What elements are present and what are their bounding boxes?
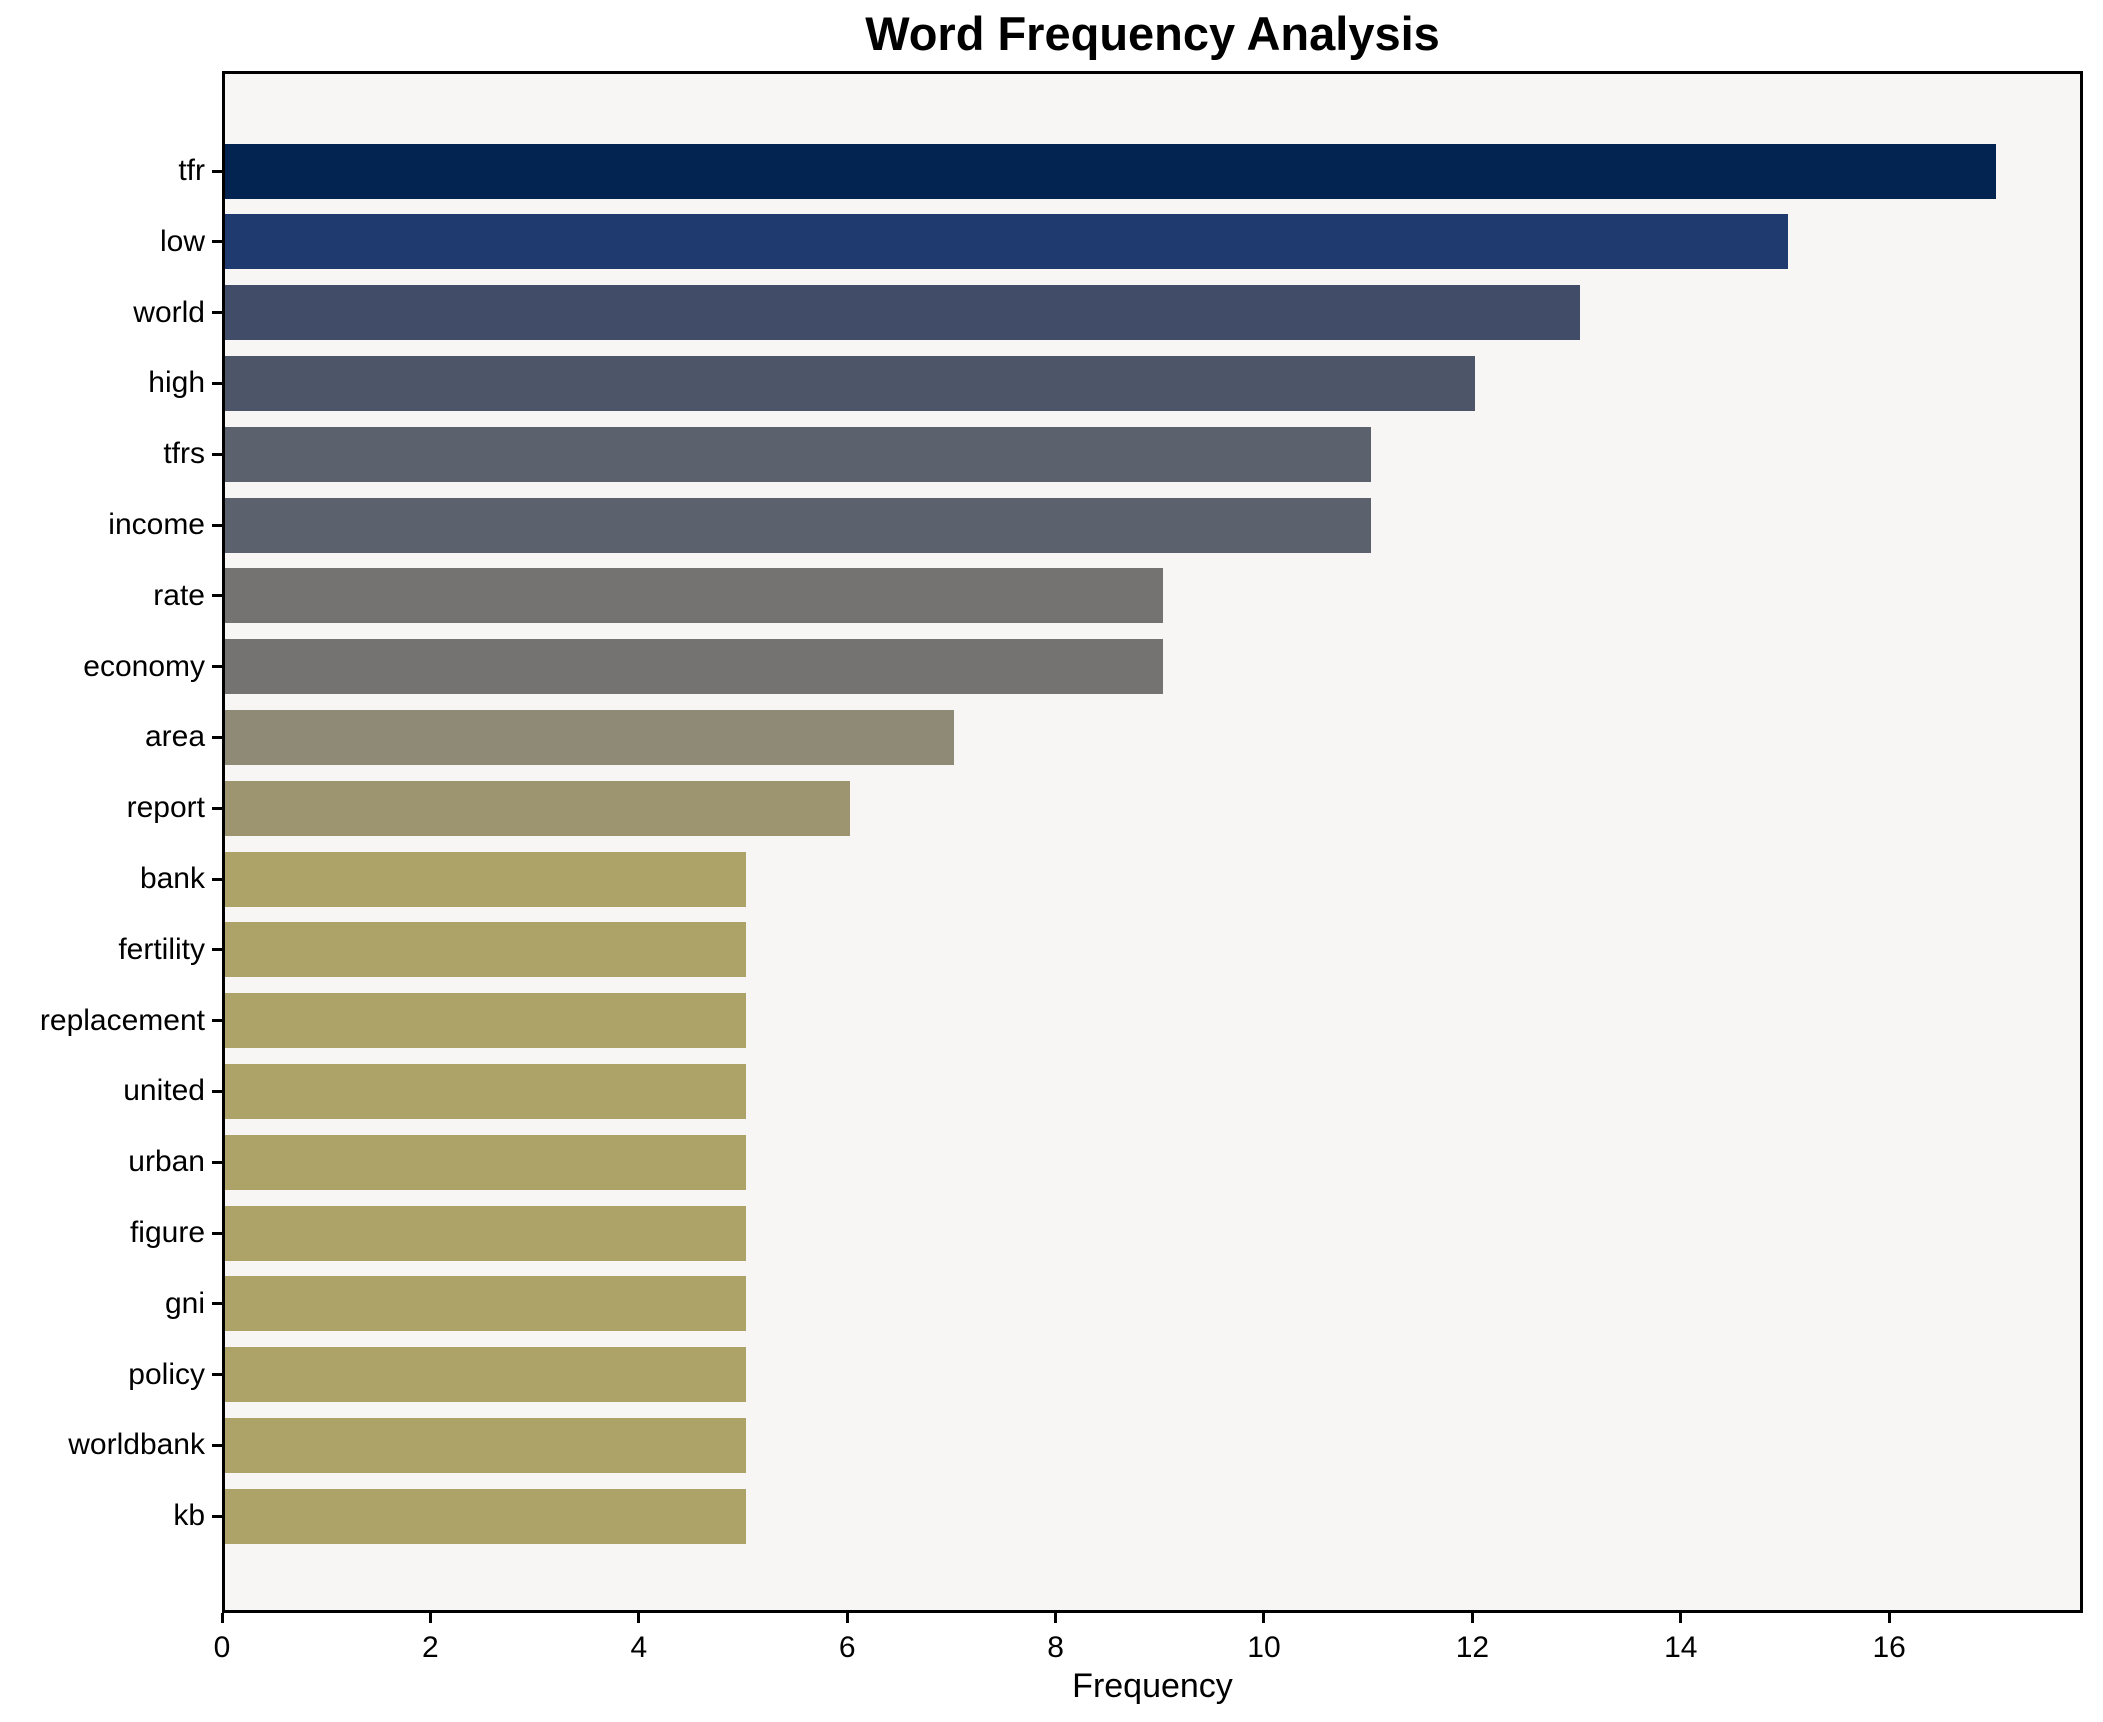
bar-world: [225, 285, 1580, 341]
y-tick-mark: [212, 1160, 222, 1164]
bar-bank: [225, 851, 746, 907]
y-tick-label-tfr: tfr: [178, 154, 205, 187]
y-tick-mark: [212, 1373, 222, 1377]
y-tick-mark: [212, 523, 222, 527]
x-tick-mark: [428, 1613, 432, 1623]
y-tick-label-gni: gni: [164, 1286, 205, 1320]
y-tick-label-low: low: [159, 224, 205, 258]
bar-area: [225, 709, 954, 765]
y-tick-mark: [212, 169, 222, 173]
bar-gni: [225, 1276, 746, 1332]
y-tick-label-income: income: [108, 508, 205, 541]
y-tick-label-policy: policy: [128, 1357, 205, 1391]
bar-tfr: [225, 143, 1996, 199]
bar-report: [225, 780, 850, 836]
x-tick-mark: [1054, 1613, 1058, 1623]
y-tick-label-rate: rate: [153, 578, 205, 612]
y-tick-mark: [212, 665, 222, 669]
y-tick-label-area: area: [144, 720, 205, 754]
x-tick-label-16: 16: [1872, 1631, 1906, 1664]
y-tick-label-kb: kb: [173, 1499, 205, 1533]
y-tick-label-world: world: [133, 295, 205, 329]
x-tick-mark: [637, 1613, 641, 1623]
y-tick-mark: [212, 1089, 222, 1093]
bar-urban: [225, 1134, 746, 1190]
x-tick-mark: [1887, 1613, 1891, 1623]
y-tick-mark: [212, 948, 222, 952]
y-tick-mark: [212, 240, 222, 244]
x-tick-mark: [1262, 1613, 1266, 1623]
y-tick-label-high: high: [148, 366, 205, 400]
y-tick-mark: [212, 806, 222, 810]
y-tick-label-worldbank: worldbank: [68, 1428, 205, 1462]
bar-worldbank: [225, 1417, 746, 1473]
bar-economy: [225, 639, 1163, 695]
bar-rate: [225, 568, 1163, 624]
x-tick-label-4: 4: [630, 1631, 648, 1664]
chart-title: Word Frequency Analysis: [865, 7, 1440, 60]
x-tick-mark: [1470, 1613, 1474, 1623]
x-axis-label: Frequency: [1072, 1667, 1233, 1705]
y-tick-label-figure: figure: [129, 1216, 205, 1249]
x-tick-label-14: 14: [1664, 1631, 1698, 1664]
bar-replacement: [225, 993, 746, 1049]
x-tick-mark: [845, 1613, 849, 1623]
y-tick-label-report: report: [126, 791, 205, 825]
x-tick-label-10: 10: [1247, 1631, 1281, 1664]
y-tick-mark: [212, 594, 222, 598]
y-tick-mark: [212, 1231, 222, 1235]
bar-policy: [225, 1347, 746, 1403]
y-tick-mark: [212, 877, 222, 881]
y-tick-mark: [212, 381, 222, 385]
bar-figure: [225, 1205, 746, 1261]
x-tick-label-2: 2: [422, 1631, 439, 1664]
y-tick-mark: [212, 1443, 222, 1447]
y-tick-label-fertility: fertility: [118, 932, 205, 966]
y-tick-label-replacement: replacement: [39, 1003, 205, 1037]
y-tick-mark: [212, 311, 222, 315]
y-tick-label-tfrs: tfrs: [163, 437, 205, 471]
y-tick-label-bank: bank: [139, 862, 205, 895]
bar-high: [225, 355, 1475, 411]
bar-income: [225, 497, 1371, 553]
bar-kb: [225, 1488, 746, 1544]
x-tick-label-12: 12: [1455, 1631, 1490, 1664]
y-tick-label-urban: urban: [128, 1145, 205, 1179]
bar-low: [225, 214, 1788, 270]
y-tick-mark: [212, 1514, 222, 1518]
x-tick-mark: [1679, 1613, 1683, 1623]
y-tick-mark: [212, 735, 222, 739]
y-tick-mark: [212, 452, 222, 456]
plot-area: [222, 71, 2083, 1613]
x-tick-mark: [220, 1613, 224, 1623]
bar-united: [225, 1063, 746, 1119]
x-tick-label-6: 6: [838, 1631, 856, 1664]
bar-tfrs: [225, 426, 1371, 482]
bar-fertility: [225, 922, 746, 978]
y-tick-mark: [212, 1302, 222, 1306]
y-tick-mark: [212, 1019, 222, 1023]
x-tick-label-8: 8: [1047, 1631, 1064, 1664]
y-tick-label-united: united: [123, 1074, 205, 1108]
y-tick-label-economy: economy: [83, 649, 205, 683]
x-tick-label-0: 0: [213, 1631, 231, 1664]
